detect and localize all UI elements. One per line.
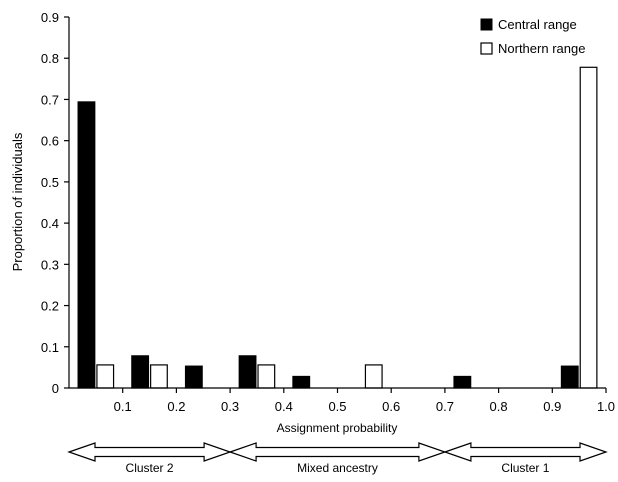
- x-tick-label: 1.0: [597, 399, 615, 414]
- range-label: Mixed ancestry: [297, 461, 378, 475]
- range-label: Cluster 2: [126, 461, 174, 475]
- double-arrow-icon: [228, 442, 447, 462]
- range-label: Cluster 1: [501, 461, 549, 475]
- legend-label-northern-range: Northern range: [498, 41, 585, 56]
- y-axis-label: Proportion of individuals: [10, 132, 25, 271]
- y-tick-label: 0.8: [41, 51, 59, 66]
- bar-central-range: [560, 365, 579, 389]
- bar-central-range: [184, 365, 203, 389]
- y-tick-label: 0.6: [41, 134, 59, 149]
- bar-northern-range: [96, 364, 115, 389]
- bars: [77, 66, 598, 389]
- legend: Central range Northern range: [480, 17, 585, 56]
- y-tick-label: 0.4: [41, 216, 59, 231]
- x-tick-label: 0.7: [436, 399, 454, 414]
- x-tick-label: 0.3: [221, 399, 239, 414]
- x-tick-label: 0.8: [490, 399, 508, 414]
- x-tick-label: 0.5: [328, 399, 346, 414]
- legend-swatch-central-range: [480, 18, 493, 31]
- y-tick-label: 0.2: [41, 299, 59, 314]
- y-tick-label: 0: [52, 381, 59, 396]
- x-axis-ticks: 0.1 0.2 0.3 0.4 0.5 0.6 0.7 0.8 0.9 1.0: [114, 388, 615, 414]
- x-tick-label: 0.6: [382, 399, 400, 414]
- y-tick-label: 0.5: [41, 175, 59, 190]
- ancestry-range-arrows: Cluster 2 Mixed ancestry Cluster 1: [67, 442, 608, 475]
- y-tick-label: 0.9: [41, 10, 59, 25]
- x-tick-label: 0.4: [275, 399, 293, 414]
- x-tick-label: 0.9: [543, 399, 561, 414]
- bar-northern-range: [257, 364, 276, 389]
- bar-northern-range: [150, 364, 168, 389]
- legend-label-central-range: Central range: [498, 17, 577, 32]
- y-axis-ticks: 0 0.1 0.2 0.3 0.4 0.5 0.6 0.7 0.8 0.9: [41, 10, 69, 396]
- bar-central-range: [77, 101, 96, 389]
- bar-northern-range: [579, 66, 598, 389]
- bar-central-range: [238, 355, 257, 389]
- x-tick-label: 0.1: [114, 399, 132, 414]
- bar-central-range: [292, 375, 311, 389]
- bar-northern-range: [364, 364, 383, 389]
- legend-swatch-northern-range: [480, 42, 493, 55]
- double-arrow-icon: [67, 442, 232, 462]
- bar-central-range: [453, 375, 472, 389]
- double-arrow-icon: [443, 442, 608, 462]
- y-tick-label: 0.7: [41, 92, 59, 107]
- x-axis-label: Assignment probability: [277, 421, 398, 435]
- x-tick-label: 0.2: [167, 399, 185, 414]
- bar-central-range: [131, 355, 150, 389]
- y-tick-label: 0.3: [41, 257, 59, 272]
- y-tick-label: 0.1: [41, 340, 59, 355]
